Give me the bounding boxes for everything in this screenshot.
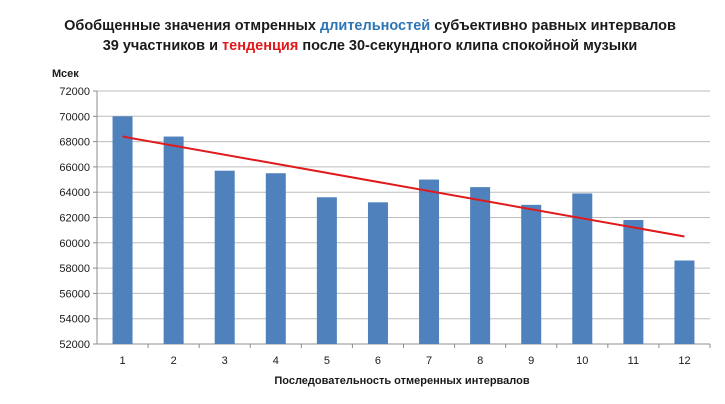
x-tick-label: 11 bbox=[628, 355, 639, 367]
y-tick-label: 58000 bbox=[59, 263, 90, 275]
y-tick-label: 54000 bbox=[59, 314, 90, 326]
y-tick-label: 72000 bbox=[59, 86, 90, 98]
y-tick-label: 60000 bbox=[59, 238, 90, 250]
bar bbox=[112, 116, 133, 344]
trend-line bbox=[122, 135, 685, 238]
bar bbox=[419, 179, 440, 344]
y-tick-label: 64000 bbox=[59, 187, 90, 199]
x-tick-label: 6 bbox=[375, 355, 381, 367]
bar bbox=[367, 202, 388, 344]
bar bbox=[521, 204, 542, 344]
y-tick-label: 56000 bbox=[59, 288, 90, 300]
chart-title: Обобщенные значения отмренных длительнос… bbox=[60, 16, 680, 56]
x-tick-label: 10 bbox=[576, 355, 588, 367]
title-part-3: субъективно равных интервалов 39 участни… bbox=[102, 18, 676, 54]
bar bbox=[674, 260, 695, 344]
title-part-5: после 30-секундного клипа спокойной музы… bbox=[298, 38, 638, 54]
title-highlight-durations: длительностей bbox=[319, 18, 431, 34]
x-tick-label: 2 bbox=[171, 355, 177, 367]
bar bbox=[265, 173, 286, 344]
x-tick-label: 1 bbox=[119, 355, 125, 367]
x-axis-label: Последовательность отмеренных интервалов bbox=[274, 375, 530, 387]
y-tick-label: 70000 bbox=[59, 111, 90, 123]
title-highlight-trend: тенденция bbox=[222, 38, 299, 54]
y-tick-label: 68000 bbox=[59, 137, 90, 149]
x-tick-label: 5 bbox=[324, 355, 330, 367]
x-tick-label: 12 bbox=[678, 355, 690, 367]
title-part-1: Обобщенные значения отмренных bbox=[64, 18, 320, 34]
x-tick-label: 3 bbox=[222, 355, 228, 367]
y-tick-label: 66000 bbox=[59, 162, 90, 174]
y-axis-label: Мсек bbox=[52, 68, 79, 80]
bar bbox=[572, 193, 593, 344]
x-tick-label: 8 bbox=[477, 355, 483, 367]
y-tick-label: 52000 bbox=[59, 339, 90, 351]
x-tick-label: 7 bbox=[426, 355, 432, 367]
x-tick-label: 4 bbox=[273, 355, 279, 367]
bar bbox=[163, 136, 184, 344]
bar bbox=[470, 187, 491, 344]
bar bbox=[214, 170, 235, 344]
bar bbox=[316, 197, 337, 344]
x-tick-label: 9 bbox=[528, 355, 534, 367]
y-tick-label: 62000 bbox=[59, 213, 90, 225]
bar bbox=[623, 220, 644, 344]
